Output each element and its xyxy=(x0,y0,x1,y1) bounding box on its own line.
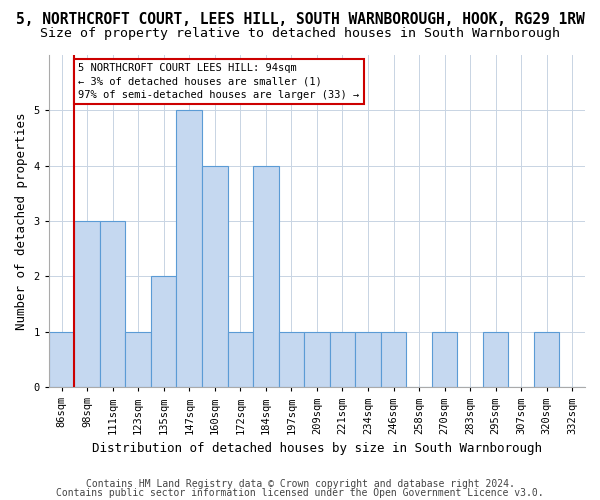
Text: Size of property relative to detached houses in South Warnborough: Size of property relative to detached ho… xyxy=(40,28,560,40)
Bar xyxy=(151,276,176,387)
Bar xyxy=(202,166,227,387)
Bar xyxy=(329,332,355,387)
Bar xyxy=(176,110,202,387)
Bar xyxy=(253,166,278,387)
Bar xyxy=(278,332,304,387)
Bar xyxy=(125,332,151,387)
Bar xyxy=(432,332,457,387)
Bar xyxy=(355,332,381,387)
Text: 5 NORTHCROFT COURT LEES HILL: 94sqm
← 3% of detached houses are smaller (1)
97% : 5 NORTHCROFT COURT LEES HILL: 94sqm ← 3%… xyxy=(78,64,359,100)
Y-axis label: Number of detached properties: Number of detached properties xyxy=(15,112,28,330)
Bar xyxy=(534,332,559,387)
Bar xyxy=(100,221,125,387)
Text: Contains public sector information licensed under the Open Government Licence v3: Contains public sector information licen… xyxy=(56,488,544,498)
Bar xyxy=(74,221,100,387)
Text: Contains HM Land Registry data © Crown copyright and database right 2024.: Contains HM Land Registry data © Crown c… xyxy=(86,479,514,489)
Bar xyxy=(49,332,74,387)
Bar xyxy=(304,332,329,387)
Bar xyxy=(381,332,406,387)
Bar xyxy=(483,332,508,387)
Text: 5, NORTHCROFT COURT, LEES HILL, SOUTH WARNBOROUGH, HOOK, RG29 1RW: 5, NORTHCROFT COURT, LEES HILL, SOUTH WA… xyxy=(16,12,584,28)
Bar xyxy=(227,332,253,387)
X-axis label: Distribution of detached houses by size in South Warnborough: Distribution of detached houses by size … xyxy=(92,442,542,455)
